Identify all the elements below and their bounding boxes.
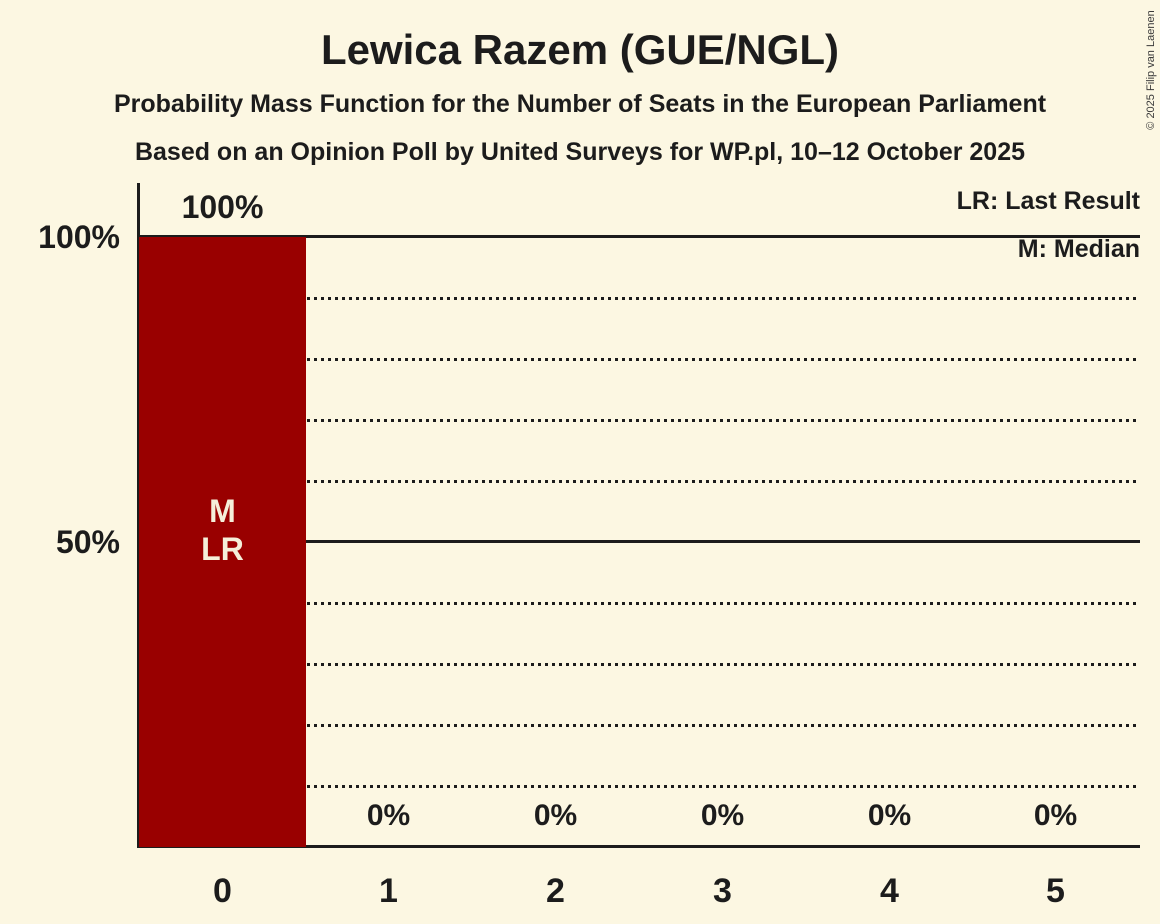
bar-value-label-5: 0% [1033,799,1078,832]
bar-value-label-0: 100% [181,189,264,225]
gridline-100 [139,235,1140,238]
gridline-70 [139,419,1140,422]
bar-value-label-2: 0% [533,799,578,832]
gridline-50 [139,540,1140,543]
gridline-60 [139,480,1140,483]
bar-seat-0-annotations: M LR [139,492,306,568]
gridline-10 [139,785,1140,788]
gridline-40 [139,602,1140,605]
chart-source-line: Based on an Opinion Poll by United Surve… [134,138,1026,166]
legend-last-result-label: LR: Last Result [956,187,1140,215]
bar-value-label-4: 0% [867,799,912,832]
gridline-20 [139,724,1140,727]
bar-value-label-1: 0% [366,799,411,832]
page-title: Lewica Razem (GUE/NGL) [320,26,840,73]
gridline-90 [139,297,1140,300]
x-tick-3: 3 [713,872,732,910]
x-tick-2: 2 [546,872,565,910]
chart-subtitle: Probability Mass Function for the Number… [113,90,1047,118]
x-tick-0: 0 [213,872,232,910]
x-tick-1: 1 [379,872,398,910]
last-result-marker-label: LR [201,531,244,567]
bar-value-label-3: 0% [700,799,745,832]
x-tick-4: 4 [880,872,899,910]
y-tick-100: 100% [38,219,120,255]
median-marker-label: M [209,493,236,529]
copyright-notice: © 2025 Filip van Laenen [1145,10,1157,130]
y-axis-line [137,183,140,848]
x-tick-5: 5 [1046,872,1065,910]
legend-median-label: M: Median [1017,235,1140,263]
y-tick-50: 50% [55,524,120,560]
gridline-80 [139,358,1140,361]
x-axis-line [137,845,1140,848]
gridline-30 [139,663,1140,666]
bar-seat-0 [139,237,306,847]
